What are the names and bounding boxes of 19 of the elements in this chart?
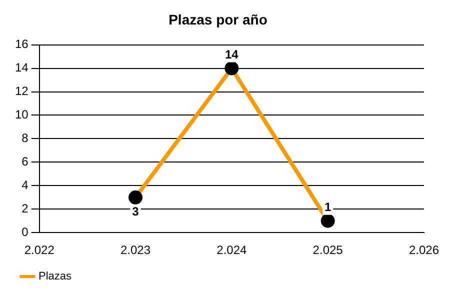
y-tick-label: 2 bbox=[22, 201, 29, 216]
x-tick-label: 2.024 bbox=[216, 243, 248, 258]
y-tick-label: 0 bbox=[22, 224, 29, 239]
chart-title: Plazas por año bbox=[168, 11, 268, 28]
x-tick-label: 2.023 bbox=[120, 243, 151, 258]
y-tick-label: 6 bbox=[22, 154, 29, 168]
y-tick-label: 16 bbox=[14, 37, 29, 52]
data-label: 3 bbox=[132, 204, 140, 219]
y-tick-label: 12 bbox=[14, 84, 29, 98]
legend-label: Plazas bbox=[38, 270, 72, 283]
x-tick-label: 2.022 bbox=[24, 243, 55, 258]
y-tick-label: 4 bbox=[22, 178, 29, 192]
data-label: 1 bbox=[324, 200, 332, 214]
x-tick-label: 2.025 bbox=[312, 243, 344, 258]
x-tick-label: 2.026 bbox=[408, 243, 440, 258]
y-tick-label: 10 bbox=[14, 108, 29, 122]
y-tick-label: 8 bbox=[22, 131, 29, 146]
y-tick-label: 14 bbox=[14, 60, 29, 75]
data-label: 14 bbox=[224, 48, 239, 62]
